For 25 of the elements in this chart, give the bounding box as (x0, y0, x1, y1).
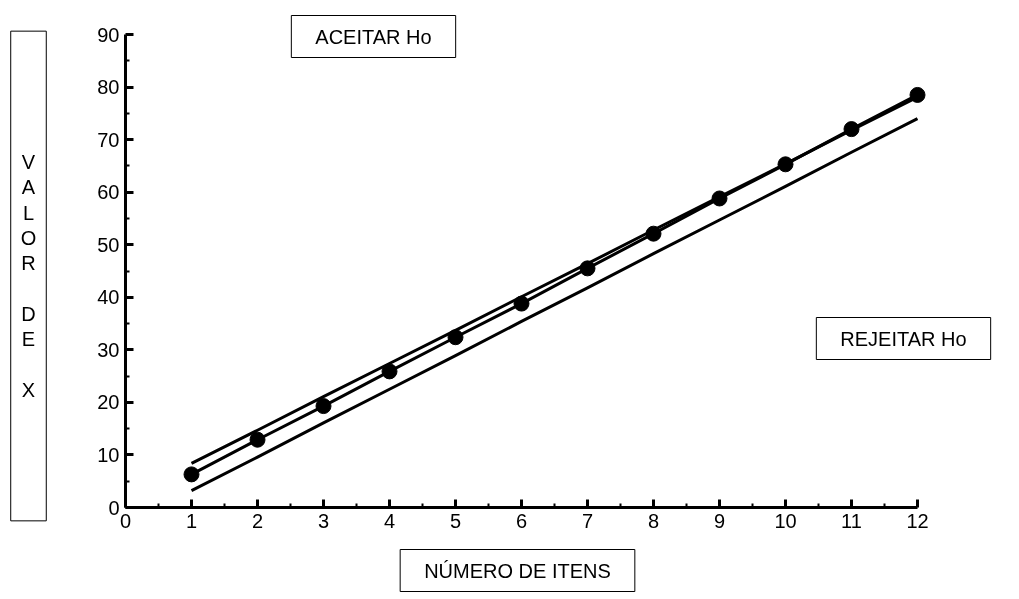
y-tick-label: 80 (97, 76, 120, 99)
x-tick-label: 8 (647, 509, 660, 532)
annotation: ACEITAR Ho (315, 25, 432, 48)
y-tick-label: 30 (97, 338, 120, 361)
x-tick-label: 12 (906, 509, 929, 532)
x-tick-label: 4 (383, 509, 396, 532)
x-tick-label: 9 (713, 509, 726, 532)
x-tick-label: 11 (841, 509, 862, 532)
y-tick-label: 90 (97, 23, 120, 46)
x-tick-label: 5 (449, 509, 462, 532)
x-axis-title: NÚMERO DE ITENS (424, 559, 611, 582)
text: VALOR DE X (20, 151, 37, 401)
y-tick-label: 60 (97, 181, 120, 204)
annotation: REJEITAR Ho (840, 327, 967, 350)
x-tick-label: 6 (515, 509, 528, 532)
x-tick-label: 2 (251, 509, 264, 532)
x-tick-label: 1 (185, 509, 198, 532)
y-tick-label: 50 (97, 233, 120, 256)
y-tick-label: 10 (97, 443, 120, 466)
y-tick-label: 40 (97, 286, 120, 309)
x-tick-label: 7 (581, 509, 594, 532)
x-tick-label: 10 (774, 509, 797, 532)
y-tick-label: 20 (97, 391, 120, 414)
y-tick-label: 70 (97, 128, 120, 151)
x-tick-label: 3 (317, 509, 330, 532)
